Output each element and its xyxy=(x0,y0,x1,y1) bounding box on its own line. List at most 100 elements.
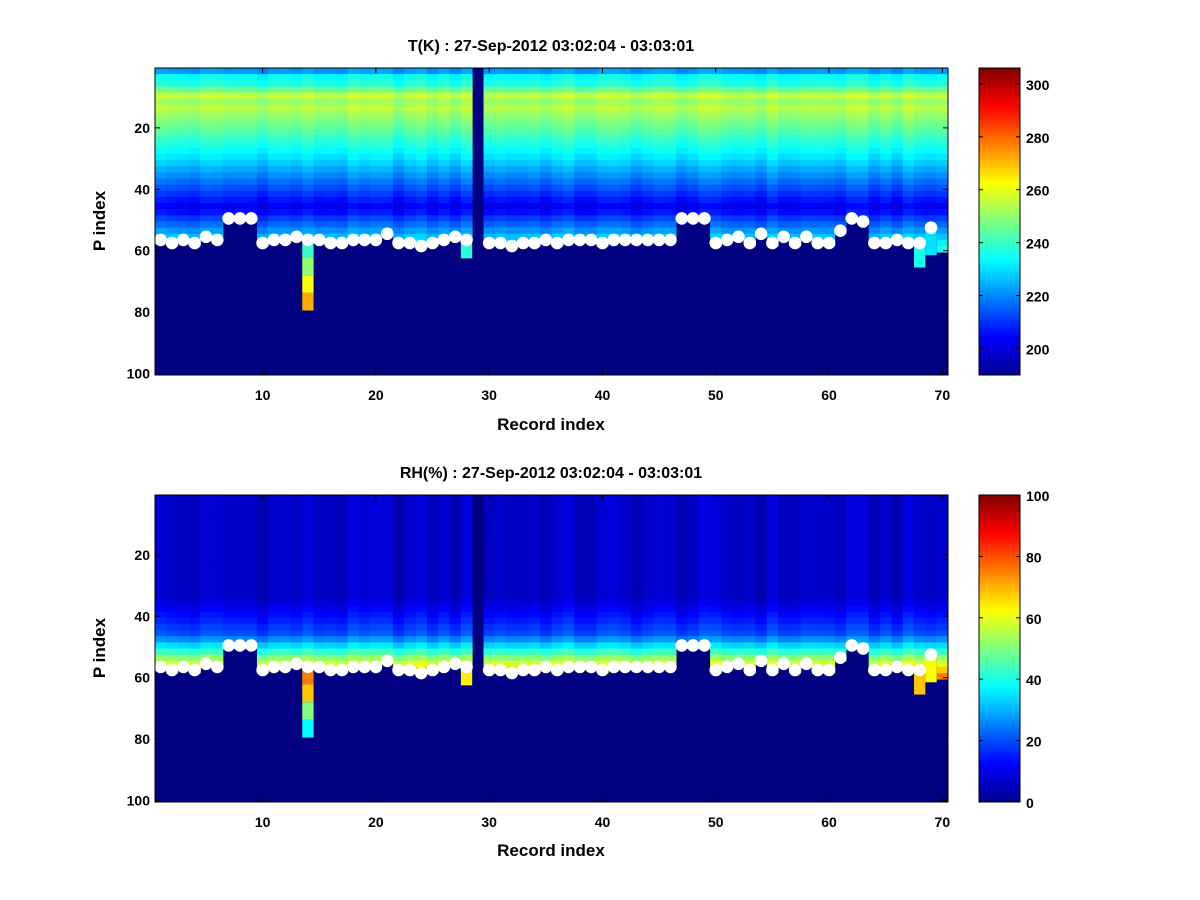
heatmap-cell xyxy=(211,166,224,173)
heatmap-cell xyxy=(528,190,541,198)
heatmap-cell xyxy=(880,86,892,93)
heatmap-cell xyxy=(506,531,518,539)
heatmap-cell xyxy=(664,593,677,600)
heatmap-cell xyxy=(789,166,802,173)
heatmap-cell xyxy=(868,574,881,582)
heatmap-cell xyxy=(268,525,281,533)
heatmap-cell xyxy=(778,92,790,100)
heatmap-cell xyxy=(200,178,213,186)
heatmap-cell xyxy=(766,556,779,563)
heatmap-cell xyxy=(494,580,507,588)
heatmap-cell xyxy=(279,501,292,508)
heatmap-cell xyxy=(732,104,745,112)
heatmap-cell xyxy=(506,104,518,112)
heatmap-cell xyxy=(211,537,224,545)
heatmap-cell xyxy=(778,611,790,619)
heatmap-cell xyxy=(370,221,382,229)
heatmap-column xyxy=(222,495,235,649)
heatmap-cell xyxy=(211,654,224,662)
heatmap-column xyxy=(370,495,382,668)
heatmap-cell xyxy=(155,617,167,625)
heatmap-column xyxy=(234,495,247,649)
heatmap-cell xyxy=(426,611,439,619)
heatmap-cell xyxy=(902,172,915,179)
heatmap-cell xyxy=(766,605,779,613)
heatmap-cell xyxy=(721,147,734,155)
heatmap-cell xyxy=(812,178,824,186)
heatmap-cell xyxy=(766,599,779,606)
heatmap-cell xyxy=(868,68,881,75)
heatmap-cell xyxy=(166,605,179,613)
heatmap-cell xyxy=(268,550,281,557)
heatmap-cell xyxy=(812,215,824,222)
heatmap-cell xyxy=(642,86,654,93)
heatmap-cell xyxy=(619,501,632,508)
heatmap-cell xyxy=(687,172,700,179)
heatmap-cell xyxy=(755,574,768,582)
heatmap-cell xyxy=(347,525,360,533)
heatmap-cell xyxy=(834,501,847,508)
heatmap-cell xyxy=(902,623,915,631)
heatmap-cell xyxy=(540,623,552,631)
heatmap-cell xyxy=(528,642,541,649)
heatmap-cell xyxy=(211,525,224,533)
heatmap-anomaly-cell xyxy=(302,702,314,720)
heatmap-cell xyxy=(268,184,281,192)
heatmap-cell xyxy=(313,98,326,106)
heatmap-cell xyxy=(812,630,824,637)
heatmap-cell xyxy=(166,80,179,87)
heatmap-cell xyxy=(664,611,677,619)
heatmap-cell xyxy=(608,648,620,656)
heatmap-cell xyxy=(234,544,247,551)
heatmap-cell xyxy=(347,123,360,130)
heatmap-column xyxy=(823,68,836,247)
heatmap-cell xyxy=(778,68,790,75)
heatmap-cell xyxy=(642,129,654,136)
heatmap-cell xyxy=(438,593,450,600)
heatmap-cell xyxy=(211,593,224,600)
heatmap-cell xyxy=(755,129,768,136)
heatmap-cell xyxy=(574,227,586,235)
heatmap-cell xyxy=(177,86,190,93)
heatmap-cell xyxy=(551,215,564,222)
heatmap-cell xyxy=(653,617,666,625)
heatmap-cell xyxy=(347,209,360,216)
heatmap-cell xyxy=(868,556,881,563)
heatmap-cell xyxy=(630,519,643,527)
heatmap-cell xyxy=(789,513,802,520)
heatmap-cell xyxy=(585,537,598,545)
heatmap-cell xyxy=(313,80,326,87)
heatmap-cell xyxy=(914,123,926,130)
heatmap-cell xyxy=(256,160,269,167)
heatmap-cell xyxy=(324,196,337,204)
heatmap-cell xyxy=(155,636,167,643)
heatmap-cell xyxy=(721,519,734,527)
heatmap-cell xyxy=(200,556,213,563)
heatmap-cell xyxy=(245,544,258,551)
heatmap-cell xyxy=(188,68,201,75)
heatmap-cell xyxy=(732,648,745,656)
heatmap-cell xyxy=(324,519,337,527)
heatmap-cell xyxy=(812,184,824,192)
heatmap-cell xyxy=(234,80,247,87)
heatmap-cell xyxy=(449,166,462,173)
heatmap-cell xyxy=(528,98,541,106)
heatmap-cell xyxy=(483,215,496,222)
heatmap-cell xyxy=(596,574,609,582)
heatmap-cell xyxy=(336,654,348,662)
heatmap-cell xyxy=(676,568,688,576)
heatmap-cell xyxy=(857,507,870,514)
heatmap-cell xyxy=(540,544,552,551)
heatmap-cell xyxy=(664,227,677,235)
heatmap-cell xyxy=(404,519,416,527)
heatmap-cell xyxy=(313,495,326,502)
heatmap-cell xyxy=(188,123,201,130)
heatmap-cell xyxy=(698,507,711,514)
surface-marker xyxy=(528,236,541,250)
heatmap-cell xyxy=(370,184,382,192)
heatmap-cell xyxy=(834,580,847,588)
heatmap-cell xyxy=(302,495,314,502)
surface-marker xyxy=(709,663,723,677)
heatmap-cell xyxy=(789,184,802,192)
heatmap-cell xyxy=(846,537,858,545)
